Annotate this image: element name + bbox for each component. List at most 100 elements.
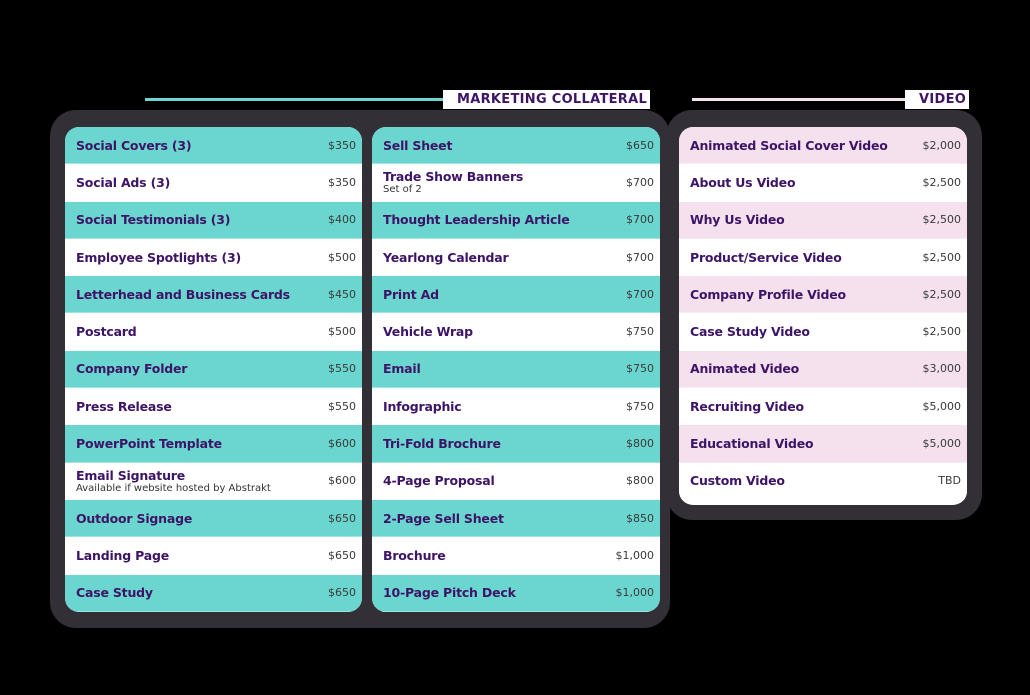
item-name: Social Testimonials (3) <box>76 212 231 228</box>
price-row: Company Profile Video $2,500 <box>679 276 967 314</box>
item-name-wrap: PowerPoint Template <box>76 436 222 451</box>
price-row: Social Covers (3) $350 <box>65 127 362 165</box>
item-name-wrap: Recruiting Video <box>690 399 804 414</box>
item-name: Thought Leadership Article <box>383 212 570 228</box>
price-row: Infographic $750 <box>372 388 660 426</box>
item-name: Company Profile Video <box>690 286 846 302</box>
item-price: $850 <box>626 511 654 525</box>
item-name: Animated Video <box>690 361 800 377</box>
item-name-wrap: Animated Social Cover Video <box>690 138 888 153</box>
price-row: Educational Video $5,000 <box>679 425 967 463</box>
price-row: Landing Page $650 <box>65 537 362 575</box>
item-price: $650 <box>328 586 356 600</box>
item-price: $500 <box>328 325 356 339</box>
item-name-wrap: 4-Page Proposal <box>383 473 495 488</box>
item-price: $700 <box>626 213 654 227</box>
item-name: Why Us Video <box>690 212 785 228</box>
item-name: PowerPoint Template <box>76 436 222 452</box>
item-price: $750 <box>626 362 654 376</box>
price-row: Trade Show Banners Set of 2 $700 <box>372 164 660 202</box>
price-row: Press Release $550 <box>65 388 362 426</box>
item-name: Infographic <box>383 398 462 414</box>
item-name-wrap: Postcard <box>76 324 137 339</box>
item-price: $700 <box>626 287 654 301</box>
item-price: $700 <box>626 175 654 189</box>
item-name: Print Ad <box>383 286 439 302</box>
item-name-wrap: Trade Show Banners Set of 2 <box>383 169 523 195</box>
item-price: $2,000 <box>922 138 962 152</box>
price-row: Product/Service Video $2,500 <box>679 238 967 277</box>
item-name: 10-Page Pitch Deck <box>383 585 516 601</box>
item-name-wrap: About Us Video <box>690 174 796 190</box>
item-price: $400 <box>328 213 356 227</box>
item-price: $750 <box>626 399 654 413</box>
item-name: Social Covers (3) <box>76 137 192 153</box>
price-row: Sell Sheet $650 <box>372 127 660 165</box>
item-name-wrap: Case Study Video <box>690 324 810 339</box>
price-row: Vehicle Wrap $750 <box>372 313 660 351</box>
item-price: $2,500 <box>922 325 962 339</box>
item-name: Email Signature <box>76 467 186 483</box>
item-name-wrap: Social Covers (3) <box>76 137 192 153</box>
item-name: Educational Video <box>690 436 814 452</box>
marketing-header-label: MARKETING COLLATERAL <box>443 90 651 109</box>
item-name-wrap: Outdoor Signage <box>76 511 192 526</box>
price-row: About Us Video $2,500 <box>679 164 967 202</box>
item-name-wrap: Email Signature Available if website host… <box>76 468 271 494</box>
price-row: Tri-Fold Brochure $800 <box>372 425 660 463</box>
price-row: 10-Page Pitch Deck $1,000 <box>372 574 660 612</box>
item-price: $2,500 <box>922 250 962 264</box>
price-row: Case Study $650 <box>65 574 362 612</box>
item-name: Recruiting Video <box>690 398 804 414</box>
item-name-wrap: Tri-Fold Brochure <box>383 436 501 451</box>
item-name: Product/Service Video <box>690 249 842 265</box>
item-name-wrap: Thought Leadership Article <box>383 212 570 227</box>
item-price: $350 <box>328 138 356 152</box>
item-price: $700 <box>626 250 654 264</box>
price-row: Case Study Video $2,500 <box>679 313 967 351</box>
item-price: $600 <box>328 474 356 488</box>
item-name-wrap: Print Ad <box>383 287 439 302</box>
item-price: $2,500 <box>922 287 962 301</box>
item-name-wrap: Social Testimonials (3) <box>76 212 230 227</box>
item-name-wrap: Email <box>383 361 421 376</box>
price-row: Animated Social Cover Video $2,000 <box>679 127 967 165</box>
price-row: Employee Spotlights (3) $500 <box>65 238 362 277</box>
item-name-wrap: Sell Sheet <box>383 138 452 153</box>
item-price: $350 <box>328 175 356 189</box>
price-row: PowerPoint Template $600 <box>65 425 362 463</box>
item-price: $550 <box>328 362 356 376</box>
price-row: Letterhead and Business Cards $450 <box>65 276 362 314</box>
item-price: $750 <box>626 325 654 339</box>
item-name: About Us Video <box>690 174 796 190</box>
price-row: Yearlong Calendar $700 <box>372 238 660 277</box>
price-row: 2-Page Sell Sheet $850 <box>372 499 660 538</box>
item-name-wrap: Brochure <box>383 548 446 563</box>
price-row: Outdoor Signage $650 <box>65 499 362 538</box>
item-name-wrap: Vehicle Wrap <box>383 324 473 339</box>
video-header-label: VIDEO <box>905 90 970 109</box>
item-price: $1,000 <box>615 548 655 562</box>
item-price: $650 <box>328 511 356 525</box>
item-name: Case Study <box>76 585 153 601</box>
price-row: Thought Leadership Article $700 <box>372 201 660 239</box>
price-row: Animated Video $3,000 <box>679 350 967 389</box>
item-name-wrap: Yearlong Calendar <box>383 250 509 265</box>
item-name: Employee Spotlights (3) <box>76 249 242 265</box>
item-price: $5,000 <box>922 399 962 413</box>
item-name: Brochure <box>383 547 446 563</box>
item-name: 4-Page Proposal <box>383 473 495 489</box>
item-name: Press Release <box>76 398 172 414</box>
item-price: $800 <box>626 474 654 488</box>
item-name-wrap: Educational Video <box>690 436 814 452</box>
item-name: Outdoor Signage <box>76 510 193 526</box>
item-price: $800 <box>626 437 654 451</box>
item-price: $600 <box>328 437 356 451</box>
item-name: Tri-Fold Brochure <box>383 436 501 452</box>
item-name-wrap: 2-Page Sell Sheet <box>383 511 504 526</box>
item-name-wrap: Employee Spotlights (3) <box>76 250 241 265</box>
price-row: Print Ad $700 <box>372 276 660 314</box>
item-name: Company Folder <box>76 361 188 377</box>
item-note: Available if website hosted by Abstrakt <box>76 482 271 494</box>
item-name: Trade Show Banners <box>383 169 524 185</box>
